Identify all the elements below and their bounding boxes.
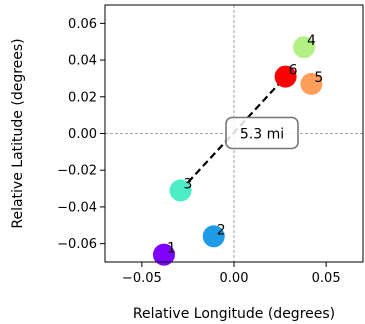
y-axis-label: Relative Latitude (degrees) [10, 38, 26, 228]
point-label-4: 4 [307, 33, 316, 49]
data-point-2 [202, 225, 225, 248]
x-tick-label: 0.00 [220, 271, 249, 286]
y-tick-label: 0.06 [68, 17, 97, 32]
data-point-1 [152, 243, 175, 266]
x-tick-label: 0.05 [312, 271, 341, 286]
point-label-1: 1 [167, 241, 176, 257]
distance-label: 5.3 mi [240, 127, 284, 143]
x-axis-label: Relative Longitude (degrees) [133, 306, 335, 322]
y-tick-label: −0.02 [57, 164, 97, 179]
data-point-5 [300, 72, 323, 95]
y-tick-label: −0.06 [57, 237, 97, 252]
data-point-6 [274, 65, 297, 88]
y-tick-label: −0.04 [57, 200, 97, 215]
point-label-2: 2 [217, 222, 226, 238]
y-tick-label: 0.02 [68, 90, 97, 105]
x-tick-label: −0.05 [122, 271, 162, 286]
data-point-3 [169, 179, 192, 202]
point-label-5: 5 [314, 70, 323, 86]
y-tick-label: 0.00 [68, 127, 97, 142]
data-point-4 [293, 36, 316, 59]
x-axis-ticks: −0.05 0.00 0.05 [122, 262, 341, 286]
point-label-3: 3 [184, 176, 193, 192]
point-label-6: 6 [289, 63, 298, 79]
y-axis-ticks: −0.06 −0.04 −0.02 0.00 0.02 0.04 0.06 [57, 17, 105, 252]
data-points: 1 2 3 4 56 [152, 33, 323, 266]
distance-annotation: 5.3 mi [225, 116, 299, 150]
reference-lines [105, 5, 363, 262]
y-tick-label: 0.04 [68, 54, 97, 69]
distance-label-box [225, 116, 299, 150]
